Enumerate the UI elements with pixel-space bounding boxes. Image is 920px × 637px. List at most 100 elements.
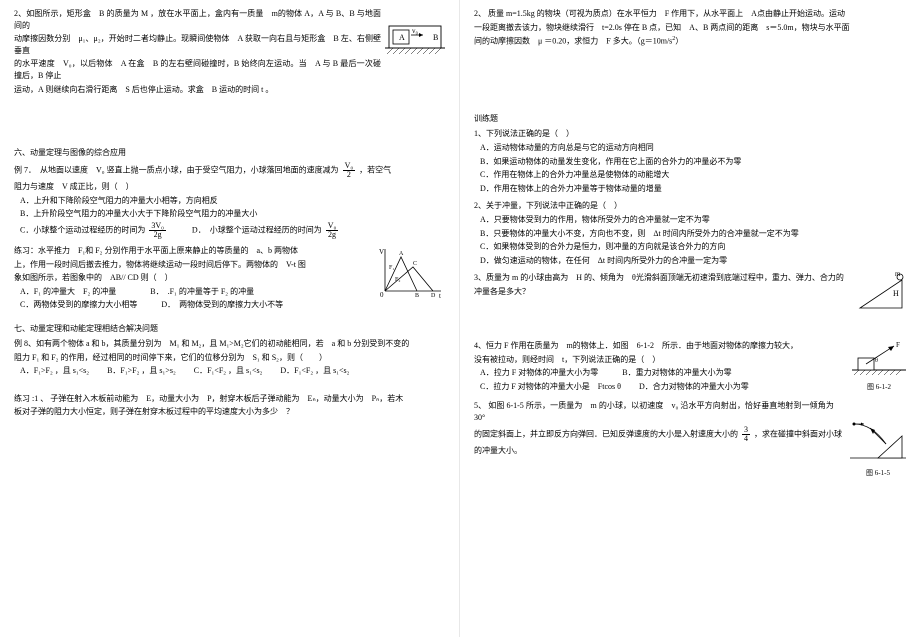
t2-D: D．做匀速运动的物体，在任何 Δt 时间内所受外力的合冲量一定为零 xyxy=(474,255,906,267)
q2-line4: 运动，A 则继续向右滑行距离 S 后也停止运动。求盒 B 运动的时间 t 。 xyxy=(14,84,445,96)
train-title: 训练题 xyxy=(474,113,906,124)
train-3: m H 3、质量为 m 的小球由高为 H 的、倾角为 θ光滑斜面顶端无初速滑到底… xyxy=(474,272,906,316)
train-4: F θ 图 6-1-2 4、恒力 F 作用在质量为 m的物体上．如图 6-1-2… xyxy=(474,340,906,394)
q2r-l3: 间的动摩擦因数 μ ＝0.20，求恒力 F 多大。（g＝10m/s2） xyxy=(474,35,906,47)
t4-F: F xyxy=(896,341,900,349)
t1-A: A．运动物体动量的方向总是与它的运动方向相同 xyxy=(474,142,906,154)
ex7-optC-head: C．小球整个运动过程经历的时间为 xyxy=(20,225,145,234)
projectile-figure: 图 6-1-5 xyxy=(850,418,906,478)
q2r-l3-head: 间的动摩擦因数 μ ＝0.20，求恒力 F 多大。（g＝10m/s xyxy=(474,37,672,46)
t5-l1b: 30° xyxy=(474,413,485,422)
incline-m: m xyxy=(895,272,901,278)
t5-l1: 5、 如图 6-1-5 所示，一质量为 m 的小球，以初速度 v₀ 沿水平方向射… xyxy=(474,400,906,423)
ex7-optB: B．上升阶段空气阻力的冲量大小大于下降阶段空气阻力的冲量大小 xyxy=(14,208,445,220)
t5-frac: 3 4 xyxy=(742,426,750,443)
t5-l3: 的冲量大小。 xyxy=(474,445,906,457)
label-v0: v₀ xyxy=(412,27,419,35)
prac1-A: A．F₁ 的冲量大 F₂ 的冲量 xyxy=(20,287,116,296)
ex8-opts: A．F₁>F₂ ，且 s₁<s₂ B．F₁>F₂ ，且 s₁>s₂ C．F₁<F… xyxy=(14,365,445,377)
t5-l2a: 的固定斜面上，并立即反方向弹回．已知反弹速度的大小是入射速度大小的 xyxy=(474,429,738,438)
ex7-optD-head: D． 小球整个运动过程经历的时间为 xyxy=(192,225,322,234)
q2r-l3-tail: ） xyxy=(675,37,683,46)
t4-B: B．重力对物体的冲量大小为零 xyxy=(622,368,731,377)
ex7-optD-frac: V₀ 2g xyxy=(326,222,339,239)
t4-l2: 没有被拉动，则经时间 t，下列说法正确的是（ ） xyxy=(474,354,906,366)
example-7: 例 7． 从地面以速度 V₀ 竖直上抛一质点小球，由于受空气阻力，小球落回地面的… xyxy=(14,162,445,239)
block-force-figure: F θ 图 6-1-2 xyxy=(852,340,906,392)
t1-D: D．作用在物体上的合外力冲量等于物体动量的增量 xyxy=(474,183,906,195)
ex7-optD-den: 2g xyxy=(326,231,338,239)
ex7-frac: V₀ 2 xyxy=(343,162,356,179)
ex7-line2: 阻力与速度 V 成正比，则（ ） xyxy=(14,181,445,193)
ex7-optA: A．上升和下降阶段空气阻力的冲量大小相等，方向相反 xyxy=(14,195,445,207)
prac1-B: B． .F₁ 的冲量等于 F₂ 的冲量 xyxy=(150,287,254,296)
vt-F1: F₁ xyxy=(389,265,394,271)
vt-B: B xyxy=(415,293,419,299)
spacer xyxy=(474,53,906,103)
prac2-l2: 板对子弹的阻力大小恒定，则子弹在射穿木板过程中的平均速度大小为多少 ？ xyxy=(14,406,445,418)
incline-figure: m H xyxy=(856,272,906,316)
train-1: 1、下列说法正确的是（ ） A．运动物体动量的方向总是与它的运动方向相同 B．如… xyxy=(474,128,906,194)
vt-label-0: 0 xyxy=(380,291,384,299)
ex7-l1-tail: ，若空气 xyxy=(359,166,391,175)
left-page: A B v₀ 2、如图所示，矩形盒 B 的质量为 M ，放在水平面上，盒内有一质… xyxy=(0,0,460,637)
t4-C: C．拉力 F 对物体的冲量大小是 Ftcos θ xyxy=(480,382,621,391)
t2-A: A．只要物体受到力的作用，物体所受外力的合冲量就一定不为零 xyxy=(474,214,906,226)
ex7-optC-frac: 3V₀ 2g xyxy=(149,222,166,239)
prac1-D: D． 两物体受到的摩擦力大小不等 xyxy=(161,300,283,309)
t1-C: C．作用在物体上的合外力冲量总是使物体的动能增大 xyxy=(474,169,906,181)
t1-stem: 1、下列说法正确的是（ ） xyxy=(474,128,906,140)
label-B: B xyxy=(433,33,438,42)
t4-row2: C．拉力 F 对物体的冲量大小是 Ftcos θ D．合力对物体的冲量大小为零 xyxy=(474,381,906,393)
q2-line1: 2、如图所示，矩形盒 B 的质量为 M ，放在水平面上，盒内有一质量 m的物体 … xyxy=(14,8,445,31)
ex7-line1: 例 7． 从地面以速度 V₀ 竖直上抛一质点小球，由于受空气阻力，小球落回地面的… xyxy=(14,162,445,179)
ex8-D: D．F₁<F₂ ，且 s₁<s₂ xyxy=(280,366,349,375)
spacer xyxy=(14,383,445,393)
vt-D: D xyxy=(431,293,436,299)
t1-B: B．如果运动物体的动量发生变化，作用在它上面的合外力的冲量必不为零 xyxy=(474,156,906,168)
right-page: 2、 质量 m=1.5kg 的物块（可视为质点）在水平恒力 F 作用下，从水平面… xyxy=(460,0,920,637)
t5-cap: 图 6-1-5 xyxy=(850,468,906,478)
spacer xyxy=(474,322,906,340)
t5-den: 4 xyxy=(742,435,750,443)
t5-l2b: ，求在碰撞中斜面对小球 xyxy=(754,429,842,438)
ex8-C: C．F₁<F₂ ，且 s₁<s₂ xyxy=(194,366,263,375)
q2-line3: 的水平速度 V₀，以后物体 A 在盒 B 的左右壁间碰撞时，B 始终向左运动。当… xyxy=(14,58,445,81)
vt-F2: F₂ xyxy=(395,277,400,283)
section-vi: 六、动量定理与图像的综合应用 xyxy=(14,147,445,158)
q2r-l1: 2、 质量 m=1.5kg 的物块（可视为质点）在水平恒力 F 作用下，从水平面… xyxy=(474,8,906,20)
t3-l2: 冲量各是多大？ xyxy=(474,286,906,298)
practice-2: 练习 :1 、 子弹在射入木板前动能为 E，动量大小为 P，射穿木板后子弹动能为… xyxy=(14,393,445,418)
ex8-A: A．F₁>F₂ ，且 s₁<s₂ xyxy=(20,366,89,375)
ex7-optC: C．小球整个运动过程经历的时间为 3V₀ 2g D． 小球整个运动过程经历的时间… xyxy=(14,222,445,239)
ex8-l2: 阻力 F₁ 和 F₂ 的作用，经过相同的时间停下来，它们的位移分别为 S₁ 和 … xyxy=(14,352,445,364)
practice-1: V t 0 A C F₁ F₂ B D 练习：水平推力 F₁和 F₂ 分别作用于… xyxy=(14,245,445,313)
q2-line2: 动摩擦因数分别 μ₁、μ₂，开始时二者均静止。现瞬间使物体 A 获取一向右且与矩… xyxy=(14,33,445,56)
t4-A: A．拉力 F 对物体的冲量大小为零 xyxy=(480,368,598,377)
train-2: 2、关于冲量，下列说法中正确的是（ ） A．只要物体受到力的作用，物体所受外力的… xyxy=(474,200,906,266)
t5-l2: 的固定斜面上，并立即反方向弹回．已知反弹速度的大小是入射速度大小的 3 4 ，求… xyxy=(474,426,906,443)
question-2-left: A B v₀ 2、如图所示，矩形盒 B 的质量为 M ，放在水平面上，盒内有一质… xyxy=(14,8,445,97)
vt-label-V: V xyxy=(379,248,384,256)
prac1-C: C．两物体受到的摩擦力大小相等 xyxy=(20,300,137,309)
prac2-l1: 练习 :1 、 子弹在射入木板前动能为 E，动量大小为 P，射穿木板后子弹动能为… xyxy=(14,393,445,405)
ex7-l1-text: 例 7． 从地面以速度 V₀ 竖直上抛一质点小球，由于受空气阻力，小球落回地面的… xyxy=(14,166,339,175)
t2-B: B．只要物体的冲量大小不变，方向也不变，则 Δt 时间内所受外力的合冲量就一定不… xyxy=(474,228,906,240)
t4-D: D．合力对物体的冲量大小为零 xyxy=(639,382,749,391)
spacer xyxy=(14,103,445,137)
t4-l1: 4、恒力 F 作用在质量为 m的物体上．如图 6-1-2 所示．由于地面对物体的… xyxy=(474,340,906,352)
vt-graph: V t 0 A C F₁ F₂ B D xyxy=(377,245,445,303)
t4-row1: A．拉力 F 对物体的冲量大小为零 B．重力对物体的冲量大小为零 xyxy=(474,367,906,379)
vt-A: A xyxy=(399,251,404,257)
train-5: 图 6-1-5 5、 如图 6-1-5 所示，一质量为 m 的小球，以初速度 v… xyxy=(474,400,906,478)
label-A: A xyxy=(399,33,405,42)
t4-theta: θ xyxy=(875,358,878,364)
ex7-optC-den: 2g xyxy=(152,231,164,239)
example-8: 例 8、如有两个物体 a 和 b，其质量分别为 M₁ 和 M₂，且 M₁>M₂它… xyxy=(14,338,445,377)
vt-label-t: t xyxy=(439,292,441,299)
ex7-frac-den: 2 xyxy=(345,171,353,179)
t2-C: C．如果物体受到的合外力是恒力，则冲量的方向就是该合外力的方向 xyxy=(474,241,906,253)
box-figure: A B v₀ xyxy=(385,22,445,62)
incline-H: H xyxy=(893,289,899,298)
t4-cap: 图 6-1-2 xyxy=(852,382,906,392)
